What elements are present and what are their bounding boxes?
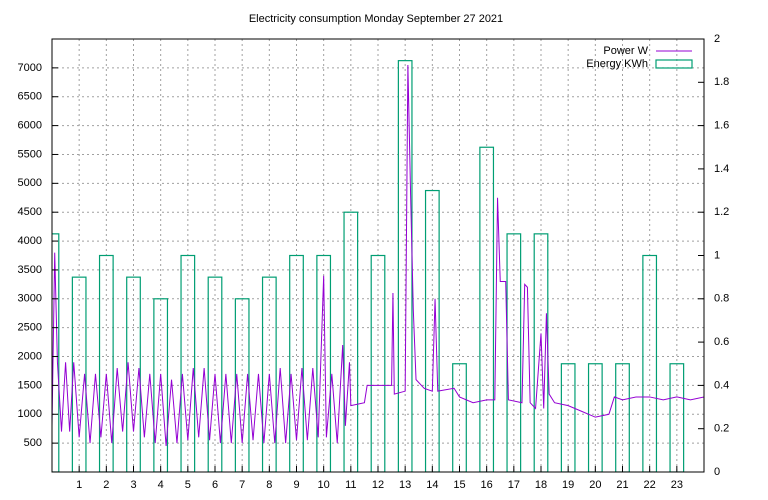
x-tick-label: 3 bbox=[130, 479, 136, 491]
energy-box bbox=[71, 276, 87, 472]
x-tick-label: 15 bbox=[453, 479, 465, 491]
energy-box bbox=[615, 363, 630, 472]
chart-title: Electricity consumption Monday September… bbox=[249, 13, 503, 25]
y-tick-label: 6000 bbox=[18, 120, 42, 132]
y2-tick-label: 1.4 bbox=[714, 163, 729, 175]
y-tick-label: 6500 bbox=[18, 91, 42, 103]
y-tick-label: 500 bbox=[24, 437, 42, 449]
x-tick-label: 6 bbox=[212, 479, 218, 491]
power-line bbox=[52, 64, 704, 447]
x-tick-label: 22 bbox=[644, 479, 656, 491]
x-tick-label: 9 bbox=[293, 479, 299, 491]
y-tick-label: 1500 bbox=[18, 379, 42, 391]
y-tick-label: 7000 bbox=[18, 62, 42, 74]
energy-box bbox=[560, 363, 576, 472]
energy-box bbox=[98, 254, 114, 472]
y2-tick-label: 0 bbox=[714, 466, 720, 478]
x-tick-label: 10 bbox=[318, 479, 330, 491]
x-tick-label: 16 bbox=[481, 479, 493, 491]
energy-box bbox=[289, 254, 304, 472]
x-tick-label: 21 bbox=[616, 479, 628, 491]
y-tick-label: 1000 bbox=[18, 408, 42, 420]
y-tick-label: 5500 bbox=[18, 148, 42, 160]
energy-box bbox=[180, 254, 196, 472]
y2-tick-label: 0.2 bbox=[714, 423, 729, 435]
x-tick-label: 4 bbox=[158, 479, 164, 491]
y2-tick-label: 1.2 bbox=[714, 206, 729, 218]
y-tick-label: 5000 bbox=[18, 177, 42, 189]
plot-area bbox=[52, 60, 704, 472]
y2-tick-label: 0.6 bbox=[714, 336, 729, 348]
y2-tick-label: 2 bbox=[714, 33, 720, 45]
x-tick-label: 8 bbox=[266, 479, 272, 491]
x-tick-label: 20 bbox=[589, 479, 601, 491]
energy-box bbox=[261, 276, 277, 472]
energy-box bbox=[343, 211, 359, 472]
x-tick-label: 7 bbox=[239, 479, 245, 491]
y2-tick-label: 1.6 bbox=[714, 120, 729, 132]
legend-label: Energy KWh bbox=[586, 58, 648, 70]
energy-box bbox=[52, 233, 60, 472]
energy-box bbox=[642, 254, 658, 472]
x-tick-label: 12 bbox=[372, 479, 384, 491]
y-tick-label: 2000 bbox=[18, 350, 42, 362]
x-tick-label: 13 bbox=[399, 479, 411, 491]
y-tick-label: 3500 bbox=[18, 264, 42, 276]
y2-tick-label: 1.8 bbox=[714, 76, 729, 88]
x-tick-label: 1 bbox=[76, 479, 82, 491]
x-tick-label: 14 bbox=[426, 479, 438, 491]
x-tick-label: 17 bbox=[508, 479, 520, 491]
y2-tick-label: 0.4 bbox=[714, 379, 729, 391]
x-tick-label: 23 bbox=[671, 479, 683, 491]
energy-box bbox=[370, 254, 386, 472]
y2-tick-label: 0.8 bbox=[714, 293, 729, 305]
x-tick-label: 5 bbox=[185, 479, 191, 491]
y-tick-label: 2500 bbox=[18, 322, 42, 334]
x-tick-label: 11 bbox=[345, 479, 356, 491]
x-tick-label: 18 bbox=[535, 479, 547, 491]
energy-box bbox=[479, 146, 495, 472]
legend-label: Power W bbox=[603, 45, 648, 57]
energy-box bbox=[587, 363, 603, 472]
legend-swatch bbox=[655, 59, 693, 69]
x-tick-label: 19 bbox=[562, 479, 574, 491]
y-tick-label: 4000 bbox=[18, 235, 42, 247]
y2-tick-label: 1 bbox=[714, 249, 720, 261]
energy-box bbox=[316, 254, 332, 472]
energy-box bbox=[207, 276, 223, 472]
energy-box bbox=[669, 363, 685, 472]
energy-box bbox=[424, 189, 440, 472]
energy-box bbox=[452, 363, 467, 472]
y-tick-label: 3000 bbox=[18, 293, 42, 305]
y-tick-label: 4500 bbox=[18, 206, 42, 218]
x-tick-label: 2 bbox=[103, 479, 109, 491]
